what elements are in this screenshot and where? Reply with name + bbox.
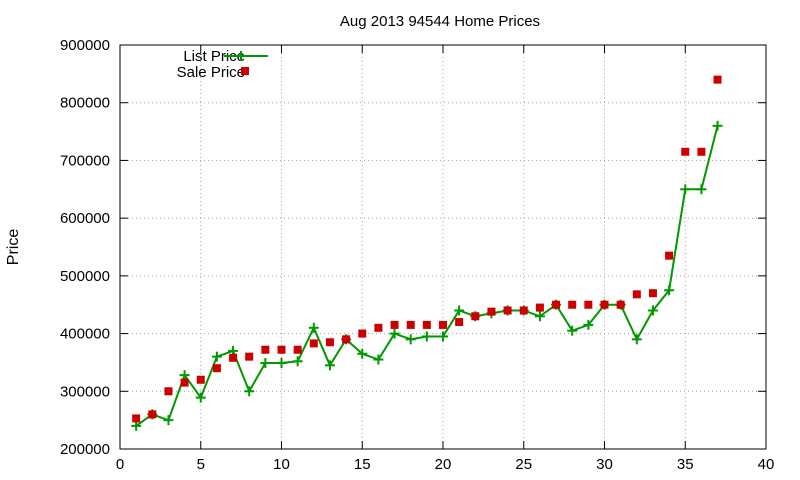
data-point-sale-price [374, 323, 383, 332]
y-tick-label: 500000 [60, 268, 110, 285]
data-point-sale-price [535, 303, 544, 312]
tick-labels: 0 5 10 15 20 25 30 35 40 200000 300000 400000 500000… [60, 37, 774, 473]
legend-marker-sale-price [241, 67, 249, 75]
y-tick-label: 600000 [60, 210, 110, 227]
legend-label-list-price: List Price [183, 48, 245, 65]
data-point-sale-price [358, 329, 367, 338]
y-tick-label: 200000 [60, 441, 110, 458]
x-tick-label: 40 [758, 456, 775, 473]
legend-label-sale-price: Sale Price [177, 64, 245, 81]
x-tick-label: 25 [515, 456, 532, 473]
data-point-list-price [244, 386, 255, 397]
data-point-list-price [211, 351, 222, 362]
data-point-sale-price [616, 300, 625, 309]
y-tick-label: 700000 [60, 152, 110, 169]
data-point-list-price [421, 331, 432, 342]
data-point-list-price [712, 120, 723, 131]
data-point-sale-price [519, 306, 528, 315]
data-point-sale-price [164, 387, 173, 396]
data-point-sale-price [455, 318, 464, 327]
data-point-list-price [373, 354, 384, 365]
grid-lines [120, 45, 766, 449]
data-point-sale-price [665, 251, 674, 260]
data-point-sale-price [487, 307, 496, 316]
series-layer [131, 75, 723, 431]
data-point-list-price [324, 360, 335, 371]
data-point-sale-price [342, 335, 351, 344]
data-point-list-price [405, 334, 416, 345]
data-point-sale-price [245, 352, 254, 361]
data-point-sale-price [406, 320, 415, 329]
data-point-sale-price [422, 320, 431, 329]
data-point-list-price [696, 184, 707, 195]
data-point-sale-price [471, 312, 480, 321]
data-point-sale-price [196, 375, 205, 384]
data-point-sale-price [229, 353, 238, 362]
data-point-sale-price [503, 306, 512, 315]
data-point-sale-price [293, 345, 302, 354]
data-point-sale-price [212, 364, 221, 373]
y-tick-label: 900000 [60, 37, 110, 54]
data-point-list-price [260, 358, 271, 369]
data-point-list-price [647, 305, 658, 316]
x-tick-label: 30 [596, 456, 613, 473]
data-point-list-price [276, 358, 287, 369]
data-point-list-price [163, 415, 174, 426]
data-point-list-price [534, 311, 545, 322]
x-tick-label: 20 [435, 456, 452, 473]
data-point-list-price [567, 325, 578, 336]
data-point-list-price [438, 331, 448, 342]
data-point-sale-price [390, 320, 399, 329]
data-point-sale-price [261, 345, 270, 354]
data-point-list-price [195, 392, 206, 403]
x-tick-label: 0 [116, 456, 124, 473]
y-axis-label: Price [5, 229, 22, 266]
data-point-sale-price [648, 289, 657, 298]
data-point-sale-price [552, 300, 561, 309]
data-point-sale-price [439, 320, 447, 329]
data-point-list-price [631, 334, 642, 345]
axis-ticks [119, 44, 767, 450]
data-point-list-price [179, 370, 190, 381]
data-point-list-price [680, 184, 691, 195]
data-point-sale-price [681, 147, 690, 156]
data-point-sale-price [132, 414, 141, 423]
data-point-sale-price [568, 300, 577, 309]
y-tick-label: 800000 [60, 95, 110, 112]
data-point-sale-price [325, 338, 334, 347]
data-point-list-price [583, 319, 594, 330]
data-point-list-price [664, 285, 675, 296]
data-point-sale-price [180, 378, 189, 387]
data-point-list-price [357, 348, 368, 359]
chart-title: Aug 2013 94544 Home Prices [340, 13, 540, 30]
y-tick-label: 400000 [60, 326, 110, 343]
data-point-sale-price [697, 147, 706, 156]
series-line-list-price [135, 125, 719, 427]
x-tick-label: 15 [354, 456, 371, 473]
data-point-sale-price [584, 300, 593, 309]
plot-frame [119, 44, 767, 450]
data-point-sale-price [632, 290, 641, 299]
data-point-sale-price [148, 410, 157, 419]
data-point-list-price [308, 322, 319, 333]
data-point-list-price [454, 305, 465, 316]
data-point-list-price [389, 328, 400, 339]
y-tick-label: 300000 [60, 383, 110, 400]
data-point-list-price [292, 356, 303, 367]
data-point-sale-price [309, 339, 318, 348]
data-point-sale-price [277, 345, 286, 354]
data-point-sale-price [600, 300, 609, 309]
x-tick-label: 5 [197, 456, 205, 473]
data-point-sale-price [713, 75, 722, 84]
x-tick-label: 10 [273, 456, 290, 473]
x-tick-label: 35 [677, 456, 694, 473]
data-point-list-price [131, 420, 142, 431]
